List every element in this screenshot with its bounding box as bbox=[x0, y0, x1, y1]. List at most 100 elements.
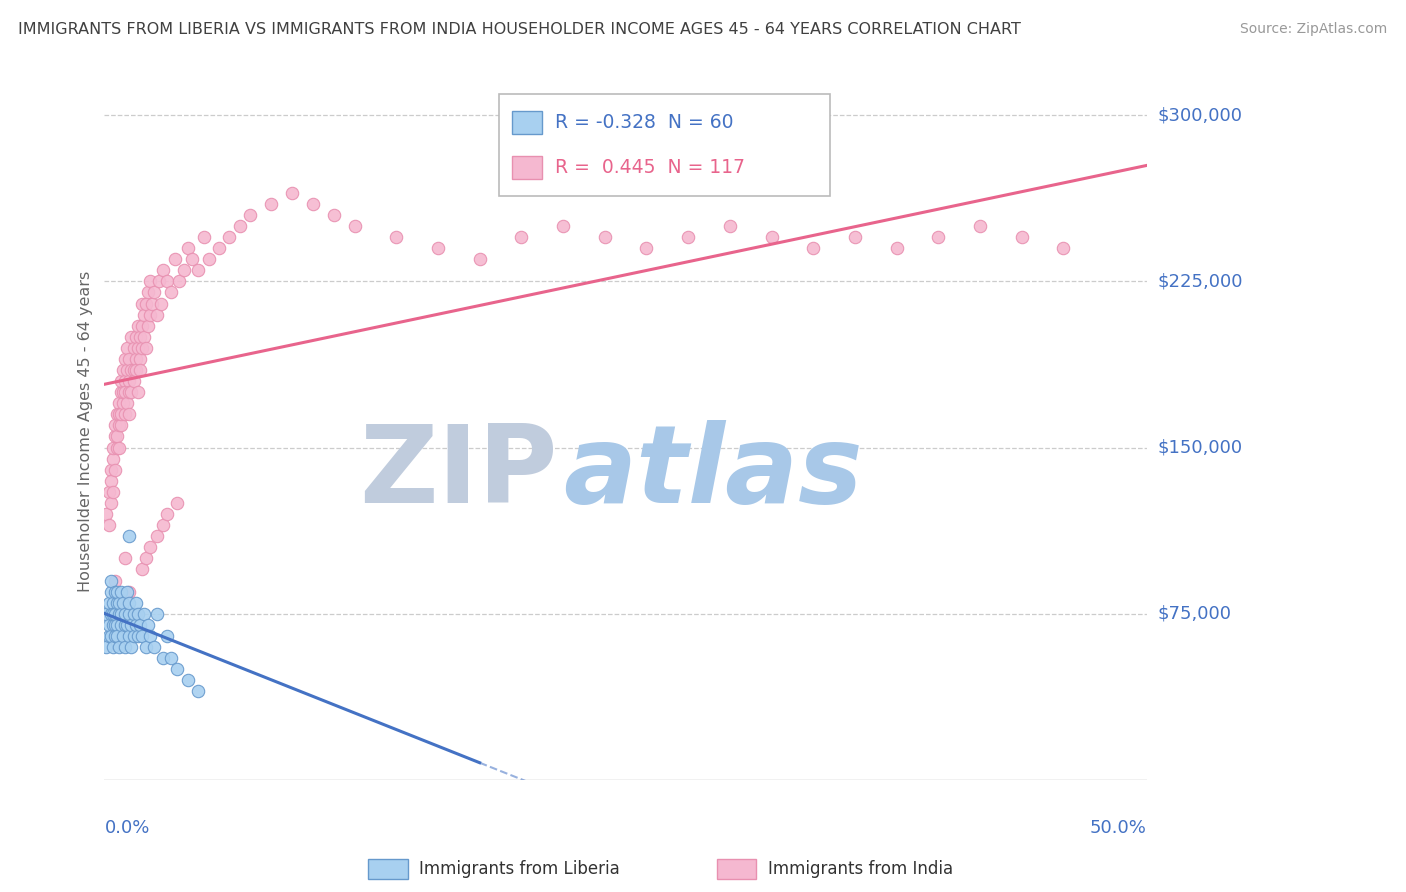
Point bbox=[239, 208, 262, 222]
Point bbox=[114, 351, 136, 366]
Text: 0.0%: 0.0% bbox=[104, 819, 150, 837]
Point bbox=[108, 441, 131, 455]
Point bbox=[166, 662, 188, 676]
Text: Immigrants from India: Immigrants from India bbox=[768, 860, 953, 878]
Text: IMMIGRANTS FROM LIBERIA VS IMMIGRANTS FROM INDIA HOUSEHOLDER INCOME AGES 45 - 64: IMMIGRANTS FROM LIBERIA VS IMMIGRANTS FR… bbox=[18, 22, 1021, 37]
Point bbox=[139, 274, 162, 288]
Point bbox=[101, 451, 124, 466]
Point bbox=[114, 640, 136, 654]
Point bbox=[128, 617, 150, 632]
Point bbox=[156, 274, 179, 288]
Point bbox=[118, 607, 141, 621]
Point bbox=[135, 296, 157, 310]
Point bbox=[101, 596, 124, 610]
Point bbox=[117, 584, 139, 599]
Point bbox=[636, 241, 658, 255]
Point bbox=[96, 640, 118, 654]
Point bbox=[131, 318, 153, 333]
Point bbox=[112, 363, 135, 377]
Point bbox=[127, 341, 149, 355]
Point bbox=[169, 274, 191, 288]
Point bbox=[121, 385, 143, 400]
Point bbox=[100, 474, 122, 488]
Point bbox=[117, 341, 139, 355]
Point bbox=[104, 617, 127, 632]
Point bbox=[1011, 230, 1033, 244]
Point bbox=[112, 385, 135, 400]
Point bbox=[122, 607, 145, 621]
Point bbox=[676, 230, 699, 244]
Point bbox=[173, 263, 195, 277]
Point bbox=[105, 407, 128, 421]
Point bbox=[127, 385, 149, 400]
Point bbox=[114, 607, 136, 621]
Point bbox=[187, 263, 209, 277]
Point bbox=[385, 230, 408, 244]
Point bbox=[110, 418, 132, 433]
Point bbox=[136, 285, 159, 300]
Point bbox=[114, 617, 136, 632]
Point bbox=[135, 551, 157, 566]
Point bbox=[218, 230, 240, 244]
Point bbox=[166, 496, 188, 510]
Point bbox=[322, 208, 344, 222]
Point bbox=[127, 318, 149, 333]
Point bbox=[124, 363, 146, 377]
Text: $75,000: $75,000 bbox=[1159, 605, 1232, 623]
Point bbox=[152, 263, 174, 277]
Point bbox=[969, 219, 991, 233]
Point bbox=[118, 529, 141, 543]
Point bbox=[156, 507, 179, 521]
Point bbox=[124, 617, 146, 632]
Point bbox=[104, 607, 127, 621]
Y-axis label: Householder Income Ages 45 - 64 years: Householder Income Ages 45 - 64 years bbox=[79, 270, 93, 591]
Point bbox=[122, 629, 145, 643]
Point bbox=[136, 318, 159, 333]
Point bbox=[104, 584, 127, 599]
Text: R = -0.328  N = 60: R = -0.328 N = 60 bbox=[555, 113, 734, 132]
Point bbox=[718, 219, 741, 233]
Point bbox=[110, 584, 132, 599]
Point bbox=[426, 241, 449, 255]
Point bbox=[100, 496, 122, 510]
Point bbox=[96, 607, 118, 621]
Point bbox=[104, 418, 127, 433]
Text: Source: ZipAtlas.com: Source: ZipAtlas.com bbox=[1240, 22, 1388, 37]
Point bbox=[131, 341, 153, 355]
Point bbox=[100, 607, 122, 621]
Point bbox=[105, 629, 128, 643]
Point bbox=[132, 607, 155, 621]
Point bbox=[104, 629, 127, 643]
Point bbox=[108, 640, 131, 654]
Point bbox=[105, 617, 128, 632]
Point bbox=[121, 617, 143, 632]
Point bbox=[181, 252, 204, 267]
Point bbox=[143, 285, 166, 300]
Point bbox=[551, 219, 574, 233]
Point bbox=[108, 418, 131, 433]
Point bbox=[104, 463, 127, 477]
Point bbox=[152, 518, 174, 533]
Point bbox=[131, 629, 153, 643]
Point bbox=[101, 617, 124, 632]
Point bbox=[124, 330, 146, 344]
Text: $300,000: $300,000 bbox=[1159, 106, 1243, 124]
Point bbox=[136, 617, 159, 632]
Point bbox=[97, 518, 120, 533]
Point bbox=[145, 529, 167, 543]
Point bbox=[105, 441, 128, 455]
Point bbox=[122, 374, 145, 388]
Point bbox=[145, 607, 167, 621]
Point bbox=[229, 219, 252, 233]
Point bbox=[121, 363, 143, 377]
Point bbox=[108, 596, 131, 610]
Point bbox=[761, 230, 783, 244]
Point bbox=[100, 584, 122, 599]
Point bbox=[927, 230, 949, 244]
Point bbox=[122, 363, 145, 377]
Point bbox=[143, 640, 166, 654]
Point bbox=[128, 363, 150, 377]
Point bbox=[141, 296, 163, 310]
Point bbox=[117, 617, 139, 632]
Point bbox=[118, 584, 141, 599]
